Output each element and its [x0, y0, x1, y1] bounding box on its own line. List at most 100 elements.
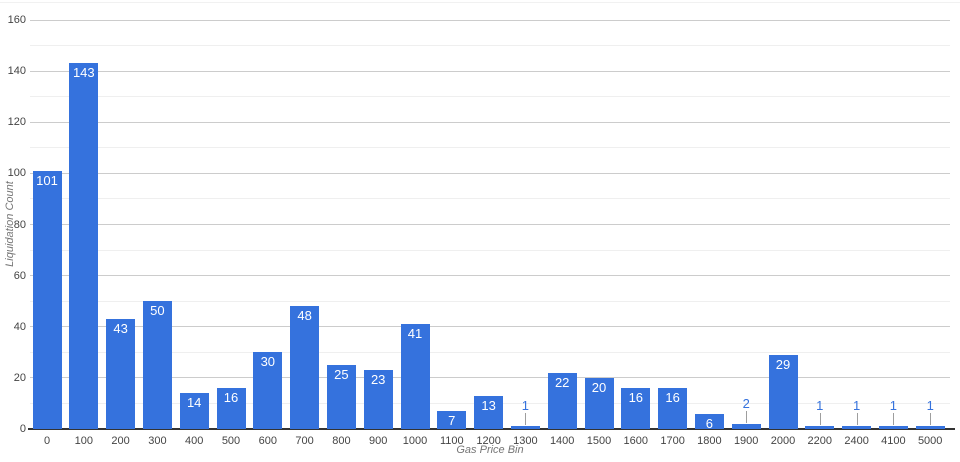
bar-value-label: 1: [926, 398, 934, 414]
bar-value-label: 50: [150, 303, 165, 319]
bar[interactable]: [179, 393, 209, 429]
bar[interactable]: [621, 388, 651, 429]
bar[interactable]: [474, 395, 504, 429]
bar-value-label: 1: [889, 398, 897, 414]
x-axis-title: Gas Price Bin: [456, 444, 524, 456]
bar-value-label: 16: [628, 390, 644, 406]
bar-value-label: 1: [816, 398, 824, 414]
bar[interactable]: [915, 426, 945, 429]
x-tick-label: 300: [148, 435, 167, 447]
major-gridline: [30, 19, 950, 21]
y-tick-label: 0: [19, 423, 26, 435]
bar[interactable]: [32, 170, 62, 429]
major-gridline: [30, 224, 950, 225]
y-tick-label: 60: [13, 269, 26, 282]
y-tick-label: 120: [7, 116, 26, 129]
y-tick-label: 80: [13, 218, 26, 231]
x-tick-label: 2200: [807, 435, 833, 447]
bar-value-label: 6: [705, 415, 713, 431]
bar-value-label: 1: [521, 398, 529, 414]
bar[interactable]: [326, 365, 356, 429]
bar[interactable]: [106, 319, 136, 429]
annotation-stem: [525, 413, 527, 426]
x-tick-label: 600: [258, 435, 277, 447]
bar[interactable]: [731, 423, 761, 429]
bar-value-label: 22: [554, 374, 570, 390]
major-gridline: [30, 172, 950, 174]
minor-gridline: [30, 249, 950, 251]
x-tick-label: 1700: [660, 435, 685, 447]
bar-value-label: 143: [72, 65, 95, 81]
bar[interactable]: [363, 370, 393, 429]
bar[interactable]: [142, 301, 172, 429]
bar-value-label: 7: [448, 413, 456, 429]
bar-value-label: 43: [113, 321, 128, 337]
bar[interactable]: [658, 388, 688, 429]
bar[interactable]: [510, 426, 540, 429]
bar-value-label: 13: [481, 397, 496, 413]
bar[interactable]: [290, 306, 320, 429]
minor-gridline: [30, 147, 950, 149]
annotation-stem: [856, 413, 858, 426]
bar[interactable]: [253, 352, 283, 429]
x-tick-label: 1800: [697, 435, 722, 447]
y-tick-label: 20: [13, 371, 26, 384]
x-tick-label: 1900: [733, 435, 759, 447]
bar[interactable]: [805, 426, 835, 429]
bar[interactable]: [437, 411, 467, 429]
annotation-stem: [746, 410, 748, 423]
bar-value-label: 41: [407, 326, 423, 342]
bar[interactable]: [547, 372, 577, 429]
plot-area: 0 20 40 60 80 100 120 140 160 0 101 100 143 200 43 300 5…: [8, 14, 955, 447]
bar[interactable]: [842, 426, 872, 429]
annotation-stem: [930, 413, 932, 426]
bar[interactable]: [694, 413, 724, 429]
major-gridline: [30, 70, 950, 72]
y-tick-label: 100: [7, 167, 26, 180]
minor-gridline: [30, 45, 950, 47]
bar-value-label: 20: [591, 379, 607, 395]
x-tick-label: 500: [221, 435, 241, 447]
minor-gridline: [30, 300, 950, 302]
minor-gridline: [30, 351, 950, 353]
y-tick-label: 140: [7, 65, 26, 78]
bar[interactable]: [878, 426, 908, 429]
card-top-edge: [0, 2, 960, 3]
bar-value-label: 16: [665, 390, 680, 406]
bar[interactable]: [216, 388, 246, 429]
bar[interactable]: [584, 377, 614, 429]
x-tick-label: 2400: [844, 435, 869, 447]
x-tick-label: 1600: [623, 435, 649, 447]
minor-gridline: [30, 96, 950, 98]
bar-value-label: 1: [852, 398, 861, 414]
annotation-stem: [893, 413, 895, 426]
x-tick-label: 1100: [439, 435, 464, 447]
x-tick-label: 1200: [476, 435, 501, 447]
x-tick-label: 400: [185, 435, 204, 447]
bar-value-label: 48: [297, 308, 312, 324]
major-gridline: [30, 121, 950, 123]
x-tick-label: 0: [43, 435, 51, 447]
x-tick-label: 1000: [402, 435, 428, 447]
major-gridline: [30, 326, 950, 328]
x-tick-label: 100: [74, 435, 93, 447]
bar[interactable]: [768, 354, 798, 429]
bar[interactable]: [69, 63, 99, 429]
x-axis-baseline: [28, 428, 955, 430]
x-tick-label: 1400: [549, 435, 575, 447]
bar[interactable]: [400, 324, 430, 429]
bar-value-label: 23: [370, 372, 386, 388]
x-tick-label: 700: [295, 435, 314, 447]
x-tick-label: 900: [369, 435, 388, 447]
x-tick-label: 2000: [770, 435, 796, 447]
x-tick-label: 1300: [513, 435, 538, 447]
bar-value-label: 29: [775, 356, 791, 372]
annotation-stem: [819, 413, 821, 426]
x-tick-label: 800: [332, 435, 351, 447]
x-tick-label: 200: [111, 435, 130, 447]
major-gridline: [30, 377, 950, 379]
minor-gridline: [30, 198, 950, 200]
bar-value-label: 2: [742, 395, 750, 411]
major-gridline: [30, 275, 950, 277]
